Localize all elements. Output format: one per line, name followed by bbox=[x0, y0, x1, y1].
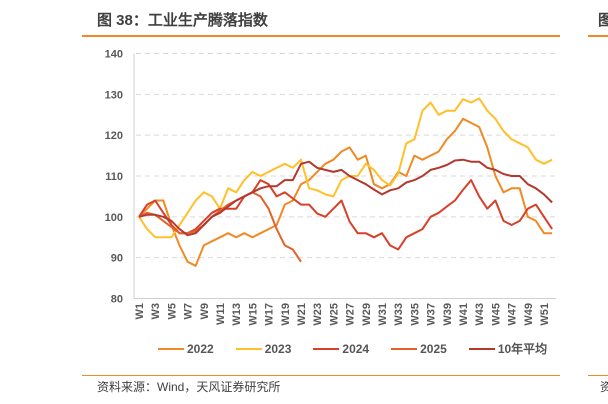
x-tick-label: W13 bbox=[231, 303, 243, 326]
x-tick-label: W15 bbox=[247, 303, 259, 326]
next-figure-footer-divider bbox=[588, 375, 608, 376]
series-line-2023 bbox=[138, 97, 553, 239]
legend-item: 2023 bbox=[235, 340, 292, 357]
x-tick-label: W19 bbox=[280, 303, 292, 326]
x-tick-label: W23 bbox=[312, 303, 324, 326]
legend-swatch bbox=[468, 347, 495, 350]
series-line-2025 bbox=[138, 191, 302, 263]
y-tick-label: 140 bbox=[105, 49, 123, 61]
x-tick-label: W21 bbox=[296, 303, 308, 326]
x-tick-label: W9 bbox=[199, 303, 211, 320]
series-line-10年平均 bbox=[138, 158, 553, 237]
legend-label: 2022 bbox=[187, 341, 214, 356]
x-tick-label: W17 bbox=[264, 303, 276, 326]
next-figure-divider bbox=[588, 35, 608, 37]
x-tick-label: W41 bbox=[458, 303, 470, 326]
x-tick-label: W45 bbox=[490, 303, 502, 326]
x-tick-label: W7 bbox=[183, 303, 195, 320]
title-divider bbox=[82, 35, 560, 37]
legend-label: 2025 bbox=[420, 341, 447, 356]
y-tick-label: 100 bbox=[105, 212, 123, 224]
x-tick-label: W3 bbox=[150, 303, 162, 320]
series-line-2022 bbox=[138, 117, 553, 267]
x-tick-label: W49 bbox=[523, 303, 535, 326]
next-figure-source-fragment: 资 bbox=[600, 380, 608, 394]
y-tick-label: 120 bbox=[105, 130, 123, 142]
x-tick-label: W43 bbox=[474, 303, 486, 326]
footer-divider bbox=[82, 375, 560, 376]
y-tick-label: 90 bbox=[111, 253, 123, 265]
series-line-2024 bbox=[138, 179, 553, 251]
y-tick-label: 80 bbox=[111, 294, 123, 306]
next-figure-title-fragment: 图 bbox=[598, 12, 608, 29]
figure-title: 图 38：工业生产腾落指数 bbox=[97, 12, 268, 29]
x-tick-label: W25 bbox=[328, 303, 340, 326]
legend-label: 10年平均 bbox=[497, 342, 548, 356]
x-tick-label: W5 bbox=[166, 303, 178, 320]
x-tick-label: W27 bbox=[345, 303, 357, 326]
x-tick-label: W51 bbox=[539, 303, 551, 326]
x-tick-label: W37 bbox=[426, 303, 438, 326]
legend-swatch bbox=[158, 347, 184, 350]
x-tick-label: W29 bbox=[361, 303, 373, 326]
source-note: 资料来源：Wind，天风证券研究所 bbox=[97, 380, 281, 394]
x-tick-label: W11 bbox=[215, 303, 227, 325]
x-tick-label: W33 bbox=[393, 303, 405, 326]
legend-item: 2024 bbox=[313, 340, 369, 357]
legend-swatch bbox=[313, 347, 340, 350]
x-tick-label: W1 bbox=[134, 303, 146, 320]
legend-item: 2025 bbox=[391, 340, 447, 357]
legend-swatch bbox=[235, 347, 262, 350]
legend-label: 2024 bbox=[342, 341, 370, 356]
y-tick-label: 110 bbox=[105, 171, 123, 183]
x-tick-label: W39 bbox=[442, 303, 454, 326]
legend-swatch bbox=[391, 347, 418, 350]
legend: 2022 2023 2024 2025 10年平均 bbox=[158, 340, 569, 357]
x-tick-label: W47 bbox=[507, 303, 519, 326]
x-tick-label: W35 bbox=[409, 303, 421, 326]
y-tick-label: 130 bbox=[105, 89, 123, 101]
legend-item: 10年平均 bbox=[468, 340, 548, 357]
legend-item: 2022 bbox=[158, 340, 214, 357]
x-tick-label: W31 bbox=[377, 303, 389, 326]
legend-label: 2023 bbox=[264, 341, 292, 356]
